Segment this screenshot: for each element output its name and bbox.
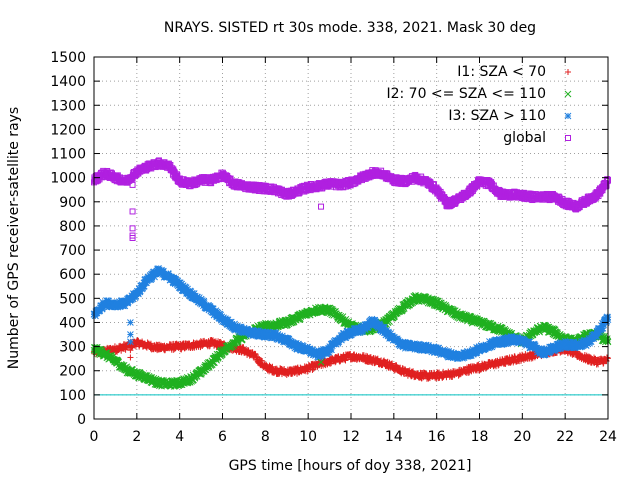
data-point	[342, 357, 349, 364]
data-point	[309, 366, 316, 373]
data-point	[252, 351, 259, 358]
data-layer	[90, 157, 612, 390]
data-point	[332, 359, 339, 366]
data-point	[269, 363, 276, 370]
series-1	[91, 337, 611, 382]
